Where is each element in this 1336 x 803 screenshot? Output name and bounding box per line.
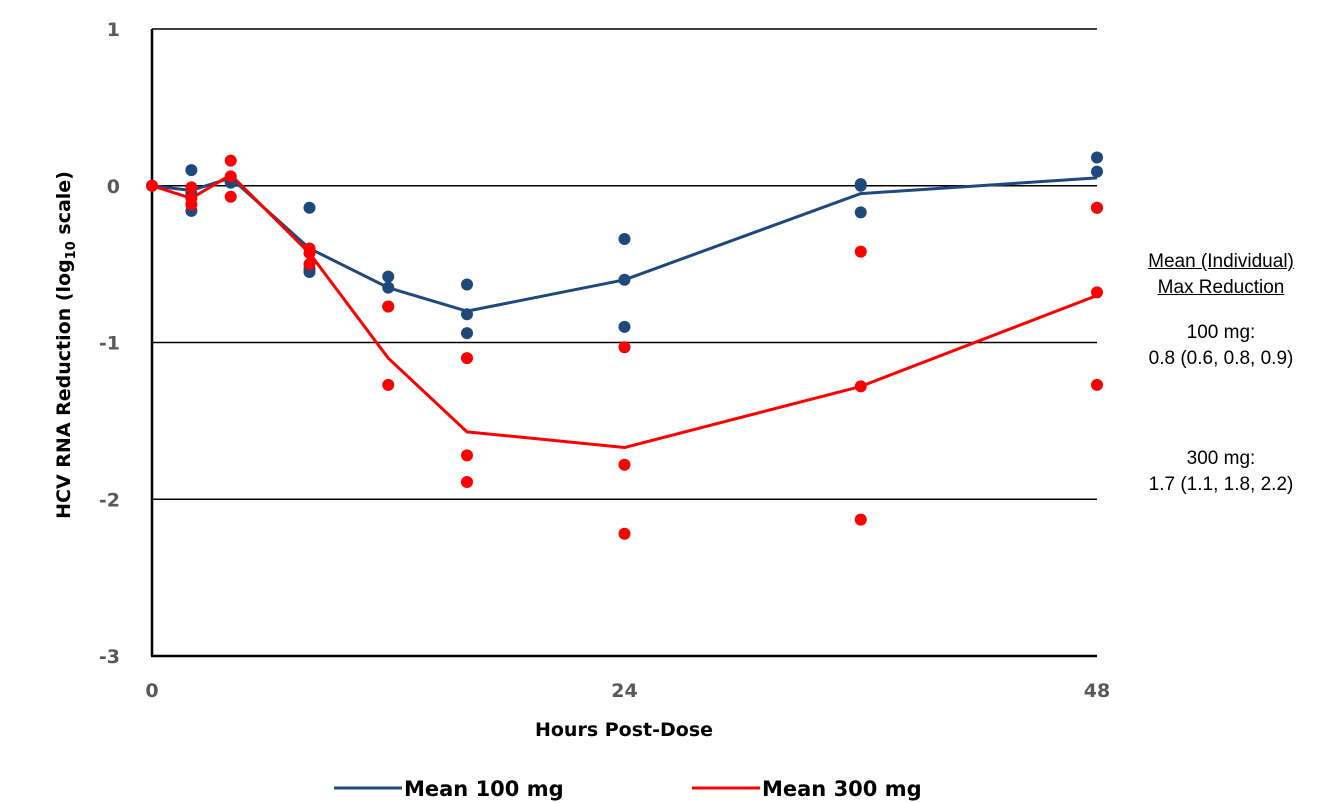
dose-100mg-summary: 100 mg: 0.8 (0.6, 0.8, 0.9) (1106, 320, 1336, 372)
data-point-mean-300-mg (185, 198, 198, 211)
max-reduction-heading: Mean (Individual) Max Reduction (1106, 249, 1336, 301)
data-point-mean-300-mg (1091, 286, 1103, 299)
x-tick-label: 24 (611, 680, 637, 702)
y-axis-title-main: HCV RNA Reduction (log (53, 259, 75, 519)
data-point-mean-300-mg (303, 258, 316, 271)
y-axis-title-tail: scale) (53, 171, 75, 241)
data-point-mean-300-mg (303, 247, 316, 260)
data-point-mean-100-mg (461, 327, 473, 340)
gridlines (152, 28, 1097, 501)
y-tick-label: 1 (107, 19, 120, 41)
legend-label-100mg: Mean 100 mg (404, 777, 564, 801)
data-point-mean-100-mg (461, 308, 473, 321)
tick-labels: 1 0 -1 -2 -3 0 24 48 (99, 19, 1110, 702)
y-tick-label: -3 (99, 646, 120, 668)
data-point-mean-300-mg (461, 476, 473, 489)
data-point-mean-300-mg (854, 513, 867, 526)
data-point-mean-300-mg (1091, 378, 1103, 391)
legend-label-300mg: Mean 300 mg (762, 777, 922, 801)
data-point-mean-300-mg (382, 300, 395, 313)
series-lines (151, 173, 1098, 450)
data-point-mean-300-mg (461, 449, 473, 462)
heading-line1: Mean (Individual) (1148, 251, 1294, 272)
data-point-mean-300-mg (224, 190, 237, 203)
data-point-mean-100-mg (618, 320, 631, 333)
data-point-mean-100-mg (382, 281, 395, 294)
data-point-mean-100-mg (854, 178, 867, 191)
x-tick-label: 0 (145, 680, 158, 702)
data-point-mean-300-mg (382, 378, 395, 391)
series-line-mean-300-mg (151, 173, 1098, 450)
y-tick-label: -2 (99, 489, 120, 511)
data-point-mean-300-mg (146, 179, 158, 192)
data-point-mean-300-mg (224, 154, 237, 167)
data-point-mean-300-mg (224, 170, 237, 183)
data-point-mean-100-mg (618, 233, 631, 246)
data-point-mean-300-mg (185, 181, 198, 194)
y-tick-label: 0 (107, 176, 120, 198)
data-point-mean-300-mg (854, 245, 867, 258)
data-point-mean-300-mg (618, 527, 631, 540)
dose-300mg-summary: 300 mg: 1.7 (1.1, 1.8, 2.2) (1106, 446, 1336, 498)
x-axis-title: Hours Post-Dose (535, 719, 713, 741)
y-tick-label: -1 (99, 333, 120, 355)
individual-points (146, 151, 1103, 540)
data-point-mean-100-mg (185, 164, 198, 177)
data-point-mean-300-mg (618, 458, 631, 471)
dose-100mg-label: 100 mg: (1186, 322, 1256, 343)
dose-300mg-label: 300 mg: (1186, 448, 1256, 469)
data-point-mean-100-mg (854, 206, 867, 219)
dose-100mg-values: 0.8 (0.6, 0.8, 0.9) (1148, 348, 1294, 369)
legend: Mean 100 mg Mean 300 mg (334, 777, 922, 801)
data-point-mean-100-mg (1091, 151, 1103, 164)
data-point-mean-100-mg (1091, 165, 1103, 178)
y-axis-title-sub: 10 (64, 241, 79, 259)
data-point-mean-300-mg (618, 341, 631, 354)
y-axis-title: HCV RNA Reduction (log10 scale) (53, 171, 79, 519)
data-point-mean-300-mg (1091, 201, 1103, 214)
data-point-mean-300-mg (854, 380, 867, 393)
data-point-mean-100-mg (461, 278, 473, 291)
data-point-mean-100-mg (618, 273, 631, 286)
heading-line2: Max Reduction (1157, 277, 1285, 298)
data-point-mean-100-mg (382, 270, 395, 283)
data-point-mean-100-mg (303, 201, 316, 214)
x-tick-label: 48 (1084, 680, 1110, 702)
axes (150, 29, 1097, 658)
dose-300mg-values: 1.7 (1.1, 1.8, 2.2) (1148, 474, 1294, 495)
data-point-mean-300-mg (461, 352, 473, 365)
